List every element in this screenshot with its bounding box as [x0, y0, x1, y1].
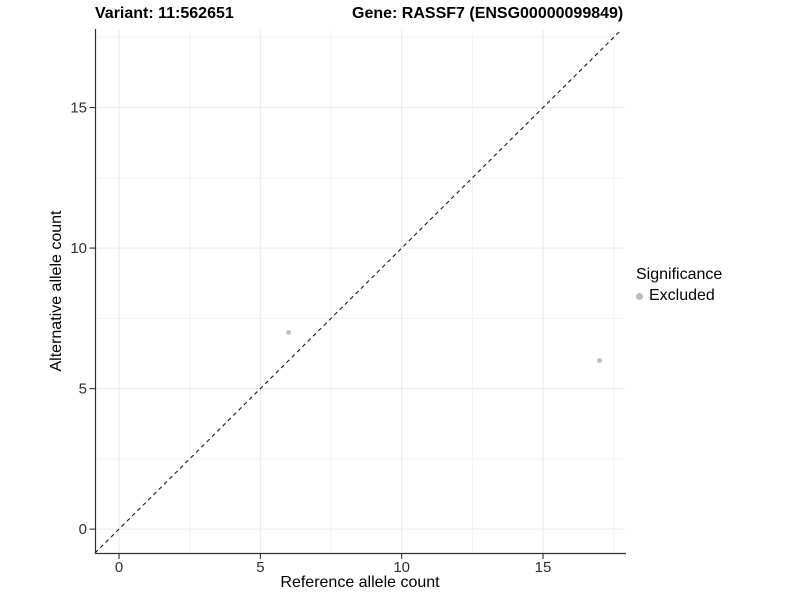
x-tick-label: 10 — [393, 559, 410, 576]
legend: Significance Excluded — [636, 266, 722, 305]
identity-line — [94, 29, 622, 554]
x-tick-label: 5 — [256, 559, 264, 576]
legend-item-label: Excluded — [649, 287, 715, 304]
y-tick-label: 15 — [70, 100, 87, 117]
legend-title: Significance — [636, 266, 723, 283]
x-axis-label: Reference allele count — [280, 574, 440, 591]
gene-title: Gene: RASSF7 (ENSG00000099849) — [352, 5, 624, 22]
legend-item-excluded: Excluded — [636, 287, 722, 305]
y-tick-label: 0 — [79, 521, 87, 538]
data-point — [597, 358, 602, 363]
variant-title: Variant: 11:562651 — [95, 5, 234, 22]
data-point — [286, 329, 292, 335]
y-axis-label: Alternative allele count — [48, 210, 65, 372]
x-tick-label: 0 — [115, 559, 123, 576]
y-tick-label: 5 — [79, 381, 87, 398]
excluded-point-icon — [636, 292, 643, 300]
y-tick-label: 10 — [70, 240, 87, 257]
x-tick-label: 15 — [535, 559, 552, 576]
